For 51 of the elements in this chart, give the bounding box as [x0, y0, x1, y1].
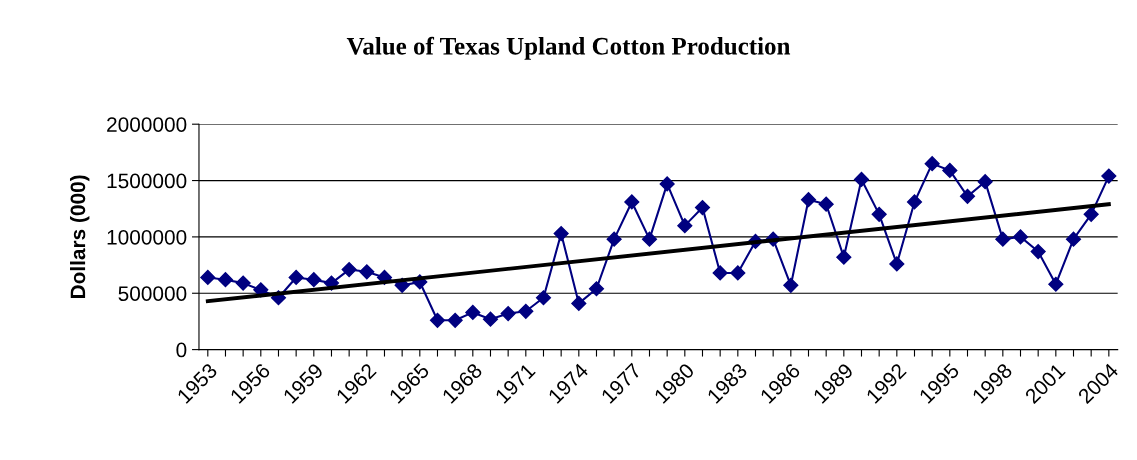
chart-title: Value of Texas Upland Cotton Production	[346, 36, 791, 60]
point	[641, 231, 658, 247]
point	[995, 231, 1011, 247]
point	[977, 174, 993, 190]
point	[942, 162, 958, 178]
point	[341, 262, 357, 278]
point	[535, 290, 552, 306]
point	[588, 281, 605, 297]
point	[694, 200, 711, 216]
point	[447, 312, 463, 328]
point	[553, 225, 569, 242]
point	[1083, 206, 1099, 222]
point	[1048, 276, 1064, 292]
point	[1030, 243, 1046, 260]
y-tick-label: 2000000	[107, 117, 187, 132]
point	[783, 277, 799, 293]
point	[906, 194, 923, 210]
point	[677, 218, 693, 234]
point	[571, 295, 587, 311]
point	[624, 194, 640, 210]
point	[1012, 229, 1029, 245]
point	[1101, 168, 1117, 184]
y-tick-label: 1500000	[107, 173, 187, 189]
point	[200, 269, 216, 286]
point	[659, 176, 675, 192]
point	[482, 311, 499, 327]
point	[288, 269, 304, 286]
point	[518, 303, 534, 319]
point	[730, 265, 746, 281]
y-tick-label: 0	[176, 342, 187, 358]
point	[836, 249, 852, 265]
point	[1065, 231, 1082, 247]
point	[889, 256, 905, 272]
point	[306, 272, 322, 288]
point	[818, 196, 834, 212]
y-tick-label: 500000	[118, 286, 187, 301]
point	[712, 265, 728, 281]
point	[800, 192, 817, 208]
point	[235, 275, 251, 291]
point	[500, 305, 516, 322]
point	[959, 188, 976, 204]
point	[429, 312, 446, 328]
y-tick-label: 1000000	[107, 229, 187, 245]
point	[924, 156, 940, 172]
point	[465, 304, 481, 320]
point	[359, 264, 375, 280]
point	[871, 206, 887, 222]
y-axis-title: Dollars (000)	[69, 175, 90, 299]
point	[606, 231, 622, 247]
point	[217, 272, 234, 288]
point	[853, 171, 870, 187]
